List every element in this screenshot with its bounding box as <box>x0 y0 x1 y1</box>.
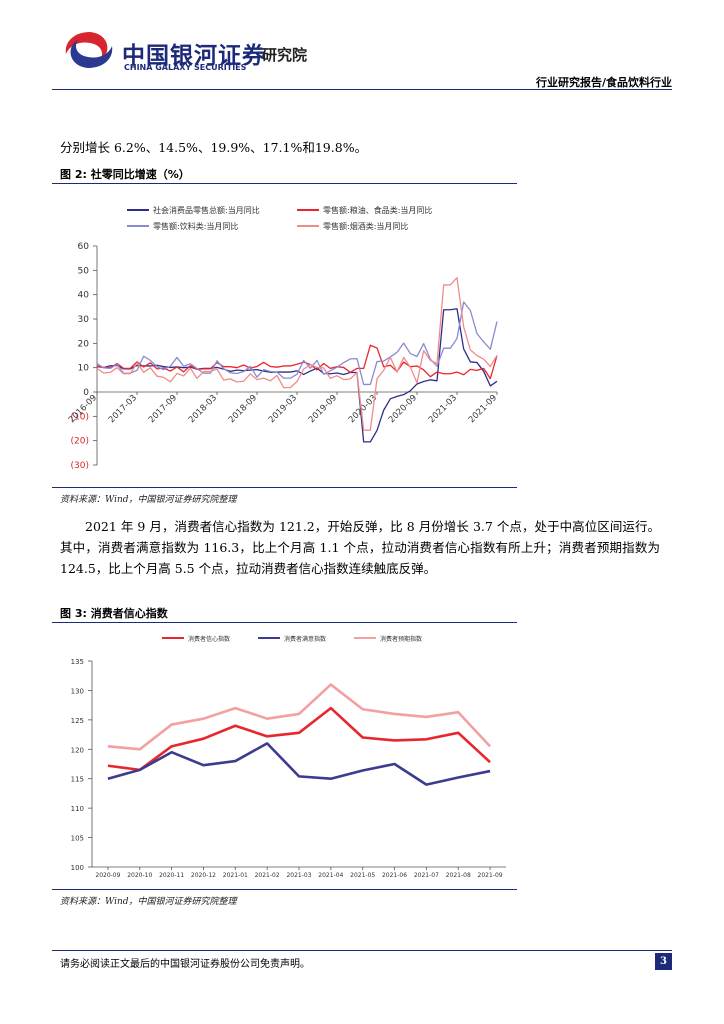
paragraph: 分别增长 6.2%、14.5%、19.9%、17.1%和19.8%。 <box>60 140 368 155</box>
series-line <box>96 308 498 443</box>
x-tick-label: 2021-03 <box>427 393 459 425</box>
figure-rule <box>52 889 517 890</box>
source: 资料来源：Wind，中国银河证券研究院整理 <box>60 897 237 907</box>
y-tick-label: 60 <box>78 242 90 252</box>
x-tick-label: 2020-12 <box>191 872 216 879</box>
series-line <box>96 301 498 386</box>
y-tick-label: 130 <box>71 687 84 695</box>
paragraph: 2021 年 9 月，消费者信心指数为 121.2，开始反弹，比 8 月份增长 … <box>60 519 660 576</box>
y-tick-label: 105 <box>71 835 84 843</box>
x-tick-label: 2021-01 <box>223 872 248 879</box>
y-tick-label: 100 <box>71 864 84 872</box>
x-tick-label: 2021-02 <box>255 872 280 879</box>
y-tick-label: 30 <box>78 315 90 325</box>
header-rule <box>52 89 672 90</box>
legend-label: 社会消费品零售总额:当月同比 <box>153 205 260 215</box>
legend-label: 零售额:饮料类:当月同比 <box>153 221 238 231</box>
y-tick-label: 120 <box>71 746 84 754</box>
y-tick-label: 135 <box>71 658 84 666</box>
x-tick-label: 2021-04 <box>318 872 343 879</box>
y-tick-label: 115 <box>71 776 84 784</box>
y-tick-label: (20) <box>71 437 89 447</box>
disclaimer: 请务必阅读正文最后的中国银河证券股份公司免责声明。 <box>60 959 310 970</box>
y-tick-label: 20 <box>78 339 90 349</box>
series-line <box>107 742 491 786</box>
x-tick-label: 2020-11 <box>159 872 184 879</box>
source: 资料来源：Wind，中国银河证券研究院整理 <box>60 495 237 505</box>
x-tick-label: 2017-03 <box>107 393 139 425</box>
legend-label: 消费者预期指数 <box>380 635 422 643</box>
y-tick-label: 10 <box>78 364 90 374</box>
series-line <box>107 706 491 772</box>
legend-label: 消费者信心指数 <box>188 635 230 643</box>
x-tick-label: 2019-03 <box>267 393 299 425</box>
y-tick-label: 110 <box>71 805 84 813</box>
x-tick-label: 2021-05 <box>350 872 375 879</box>
x-tick-label: 2018-09 <box>227 393 259 425</box>
legend-label: 零售额:粮油、食品类:当月同比 <box>323 205 432 215</box>
x-tick-label: 2021-03 <box>286 872 311 879</box>
logo-cn: 中国银河证券 <box>122 43 266 69</box>
y-tick-label: 0 <box>83 388 89 398</box>
figure-rule <box>52 487 517 488</box>
y-tick-label: 125 <box>71 717 84 725</box>
y-tick-label: (30) <box>71 461 89 471</box>
figure-title: 图 3: 消费者信心指数 <box>60 607 168 620</box>
series-line <box>96 344 498 380</box>
logo-mark <box>65 32 113 68</box>
series-line <box>107 683 492 751</box>
legend-label: 零售额:烟酒类:当月同比 <box>323 221 408 231</box>
figure-title: 图 2: 社零同比增速（%） <box>60 168 190 181</box>
legend-label: 消费者满意指数 <box>284 635 326 643</box>
x-tick-label: 2020-09 <box>95 872 120 879</box>
x-tick-label: 2021-09 <box>478 872 503 879</box>
x-tick-label: 2020-10 <box>127 872 152 879</box>
institute: 研究院 <box>262 46 308 64</box>
x-tick-label: 2019-09 <box>307 393 339 425</box>
footer-rule <box>52 950 672 951</box>
x-tick-label: 2021-06 <box>382 872 407 879</box>
figure-rule <box>52 622 517 623</box>
x-tick-label: 2021-08 <box>446 872 471 879</box>
y-tick-label: (10) <box>71 412 89 422</box>
x-tick-label: 2017-09 <box>147 393 179 425</box>
y-tick-label: 50 <box>78 266 90 276</box>
x-tick-label: 2021-09 <box>467 393 499 425</box>
y-tick-label: 40 <box>78 291 90 301</box>
series-line <box>96 276 498 431</box>
page-number: 3 <box>655 953 672 970</box>
x-tick-label: 2021-07 <box>414 872 439 879</box>
logo-en: CHINA GALAXY SECURITIES <box>124 63 247 72</box>
x-tick-label: 2018-03 <box>187 393 219 425</box>
report-type: 行业研究报告/食品饮料行业 <box>535 76 672 89</box>
figure-rule <box>52 183 517 184</box>
